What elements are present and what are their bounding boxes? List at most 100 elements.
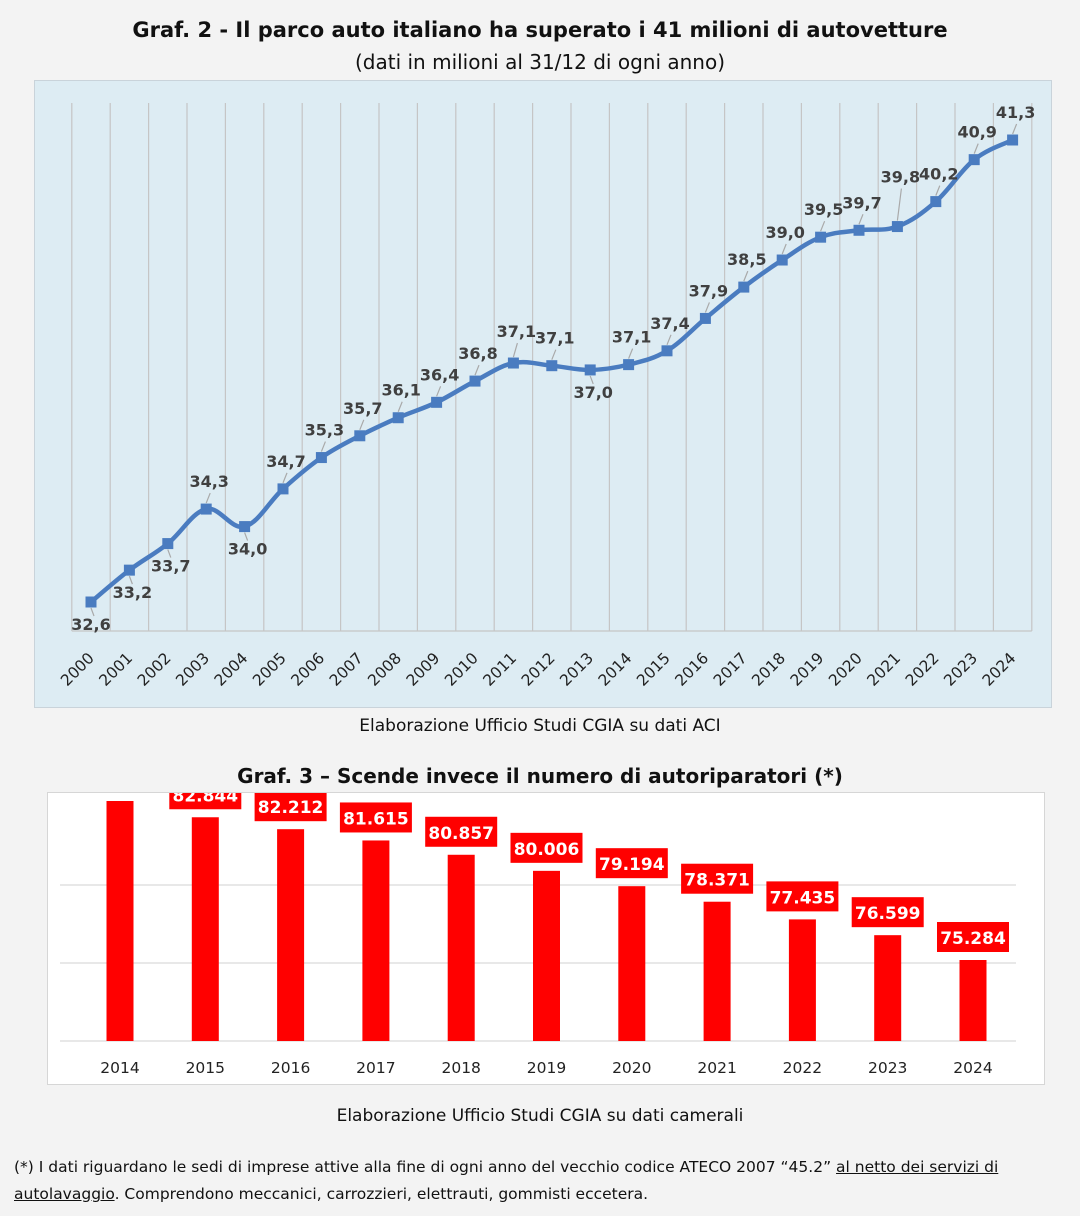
x-tick-label: 2014 <box>100 1059 139 1077</box>
label-leader-line <box>128 575 133 585</box>
data-label: 39,8 <box>881 168 920 187</box>
data-label: 37,1 <box>535 329 574 348</box>
label-leader-line <box>1012 123 1018 135</box>
data-point <box>623 359 635 371</box>
x-tick-label: 2014 <box>595 649 636 690</box>
data-label: 78.371 <box>684 871 750 891</box>
bar <box>447 854 475 1041</box>
footnote-underlined-text: al netto dei servizi di autolavaggio <box>14 1158 999 1203</box>
bar <box>874 935 902 1041</box>
x-tick-label: 2022 <box>902 649 943 690</box>
data-point <box>200 503 212 515</box>
data-point <box>853 224 865 236</box>
x-tick-label: 2013 <box>556 649 597 690</box>
data-label: 37,4 <box>650 314 689 333</box>
x-tick-label: 2024 <box>953 1059 992 1077</box>
data-label: 39,7 <box>842 193 881 212</box>
data-point <box>162 538 174 550</box>
x-tick-label: 2023 <box>940 649 981 690</box>
label-leader-line <box>474 364 480 376</box>
footnote-text: I dati riguardano le sedi di imprese att… <box>33 1158 837 1176</box>
label-leader-line <box>320 441 326 452</box>
data-label: 34,7 <box>266 452 305 471</box>
data-label: 32,6 <box>71 615 110 634</box>
footnote-marker: (*) <box>14 1158 34 1176</box>
data-label: 35,7 <box>343 399 382 418</box>
data-label: 41,3 <box>996 103 1035 122</box>
label-leader-line <box>397 401 403 412</box>
data-label: 37,1 <box>497 322 536 341</box>
data-label: 34,0 <box>228 540 267 559</box>
label-leader-line <box>244 532 249 541</box>
data-label-box <box>851 897 924 928</box>
data-label: 37,1 <box>612 328 651 347</box>
label-leader-line <box>589 375 594 385</box>
line-chart-source: Elaborazione Ufficio Studi CGIA su dati … <box>359 716 721 736</box>
x-tick-label: 2021 <box>864 649 905 690</box>
bar <box>618 886 646 1041</box>
x-tick-label: 2000 <box>57 649 98 690</box>
label-leader-line <box>858 214 864 225</box>
data-label: 37,0 <box>573 383 612 402</box>
data-label: 77.435 <box>770 888 836 908</box>
data-point <box>776 254 788 266</box>
data-label: 35,3 <box>305 421 344 440</box>
footnote: (*) I dati riguardano le sedi di imprese… <box>14 1154 1066 1208</box>
x-tick-label: 2006 <box>288 649 329 690</box>
x-tick-label: 2018 <box>748 649 789 690</box>
data-label: 81.615 <box>343 809 409 829</box>
data-label: 33,2 <box>113 583 152 602</box>
data-point <box>85 596 97 608</box>
bar <box>191 817 219 1041</box>
x-tick-label: 2017 <box>356 1059 395 1077</box>
label-leader-line <box>282 472 288 484</box>
label-leader-line <box>512 342 518 358</box>
data-label-box <box>595 848 668 879</box>
data-label-box <box>339 802 412 833</box>
data-point <box>507 357 519 369</box>
x-tick-label: 2022 <box>783 1059 822 1077</box>
footnote-text-end: . Comprendono meccanici, carrozzieri, el… <box>114 1185 649 1203</box>
bar-chart-area: 83.705201482.844201582.212201681.6152017… <box>47 792 1045 1085</box>
line-chart: 32,633,2 33,7 34,3 34,0 34,735,3 35,736,136,4… <box>57 103 1035 690</box>
label-leader-line <box>896 188 902 221</box>
x-tick-label: 2023 <box>868 1059 907 1077</box>
bar-chart-source: Elaborazione Ufficio Studi CGIA su dati … <box>336 1106 744 1126</box>
data-point <box>354 430 366 442</box>
data-label: 80.857 <box>428 824 494 844</box>
x-tick-label: 2007 <box>326 649 367 690</box>
data-point <box>392 412 404 424</box>
data-label: 40,2 <box>919 165 958 184</box>
label-leader-line <box>781 243 787 255</box>
data-label: 39,5 <box>804 200 843 219</box>
bar-chart-title: Graf. 3 – Scende invece il numero di aut… <box>237 764 843 788</box>
data-label: 36,4 <box>420 365 459 384</box>
data-point <box>738 281 750 293</box>
x-tick-label: 2016 <box>271 1059 310 1077</box>
data-point <box>699 312 711 324</box>
bar <box>533 870 560 1041</box>
data-point <box>584 364 596 376</box>
data-point <box>661 345 673 357</box>
x-tick-label: 2019 <box>787 649 828 690</box>
data-point <box>1007 134 1019 146</box>
data-point <box>239 521 251 533</box>
x-tick-label: 2009 <box>403 649 444 690</box>
x-tick-label: 2010 <box>441 649 482 690</box>
label-leader-line <box>359 419 365 431</box>
data-point <box>815 231 827 243</box>
data-label: 36,1 <box>381 381 420 400</box>
data-label-box <box>169 793 242 810</box>
data-label: 39,0 <box>765 223 804 242</box>
data-point <box>546 360 558 372</box>
x-tick-label: 2001 <box>96 649 137 690</box>
x-tick-label: 2003 <box>172 649 213 690</box>
data-point <box>891 221 903 233</box>
data-point <box>277 483 289 495</box>
data-label: 40,9 <box>957 123 996 142</box>
x-tick-label: 2008 <box>364 649 405 690</box>
data-label-box <box>254 793 327 822</box>
x-tick-label: 2002 <box>134 649 175 690</box>
x-tick-label: 2005 <box>249 649 290 690</box>
x-tick-label: 2004 <box>211 649 252 690</box>
